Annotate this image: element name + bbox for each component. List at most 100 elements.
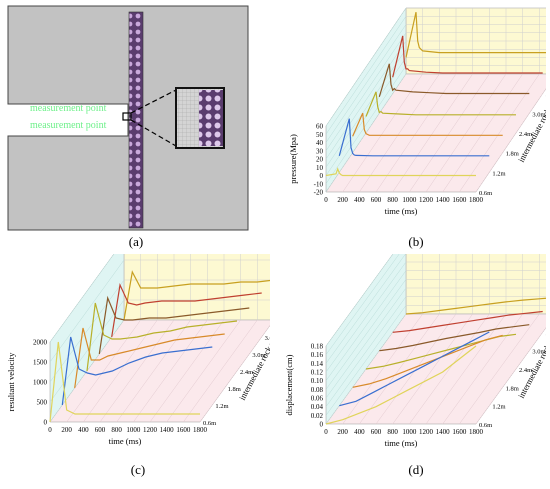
y-tick-label: 0.02 [311, 412, 324, 420]
panel-c-velocity: 0 200 400 600 800 1000 1200 1400 1600 1800 0 500 100… [4, 254, 270, 458]
y-tick-label: 0.08 [311, 386, 324, 394]
caption-d: (d) [408, 462, 424, 477]
series-line-4.2m [405, 297, 546, 315]
z-tick-label: 2.4m [519, 131, 532, 138]
x-tick-label: 1800 [469, 196, 484, 204]
x-tick-label: 1400 [436, 196, 451, 204]
z-tick-label: 3.0m [252, 352, 265, 359]
x-tick-label: 200 [61, 426, 72, 434]
chart-d: 0 200 400 600 800 1000 1200 1400 1600 180000.020.… [284, 254, 546, 448]
x-tick-label: 1400 [160, 426, 175, 434]
grid-line [183, 319, 258, 423]
grid-line [325, 65, 407, 184]
rock-mass [7, 5, 249, 231]
y-axis-title: displacement(cm) [284, 354, 294, 415]
x-tick-label: 1600 [176, 426, 191, 434]
series-line-4.2m [123, 270, 270, 321]
series-line-0.6m [325, 167, 476, 177]
z-tick-label: 0.6m [479, 422, 492, 429]
grid-line [459, 313, 540, 425]
grid-line [359, 73, 440, 193]
measurement-label-1: measurement point [30, 103, 107, 114]
y-tick-label: -10 [314, 180, 324, 188]
x-tick-label: 1800 [193, 426, 208, 434]
z-tick-label: 2.4m [240, 369, 253, 376]
grid-line [49, 259, 125, 363]
x-tick-label: 600 [371, 428, 382, 436]
x-tick-label: 1200 [419, 428, 434, 436]
x-tick-label: 1000 [126, 426, 141, 434]
grid-line [475, 88, 546, 193]
grid-line [392, 313, 473, 425]
series-line-0.6m [325, 345, 477, 425]
grid-line [116, 319, 191, 423]
caption-c: (c) [130, 462, 146, 477]
x-tick-label: 1200 [419, 196, 434, 204]
grid-line [325, 279, 407, 390]
x-tick-label: 800 [387, 428, 398, 436]
x-axis-title: time (ms) [385, 206, 418, 216]
grid-line [325, 287, 407, 399]
grid-line [199, 325, 270, 423]
x-axis-title: time (ms) [109, 436, 142, 446]
measurement-point-marker [122, 112, 132, 121]
y-tick-label: 30 [316, 147, 324, 155]
series-line-1.2m [339, 331, 490, 407]
grid-line [325, 261, 407, 373]
grid-line [149, 319, 225, 423]
panel-b-pressure: 0 200 400 600 800 1000 1200 1400 1600 1800 -20 -10 0… [284, 4, 546, 232]
y-tick-label: 1500 [33, 359, 48, 367]
zoom-inset [175, 87, 225, 149]
panel-d-displacement: 0 200 400 600 800 1000 1200 1400 1600 1800 0 0.02 0.… [284, 254, 546, 458]
x-tick-label: 1600 [452, 196, 467, 204]
y-tick-label: 20 [316, 156, 324, 164]
x-tick-label: 1000 [402, 428, 417, 436]
z-tick-label: 1.8m [506, 151, 519, 158]
y-tick-label: 0 [320, 172, 324, 180]
z-tick-label: 3.0m [532, 349, 545, 356]
x-tick-label: 800 [387, 196, 398, 204]
series-line-3.0m [379, 324, 530, 352]
x-tick-label: 1400 [436, 428, 451, 436]
z-tick-label: 1.8m [506, 385, 519, 392]
y-tick-label: 50 [316, 131, 324, 139]
grid-line [325, 32, 407, 151]
series-line-1.8m [74, 327, 225, 389]
series-line-4.2m [405, 11, 546, 58]
grid-line [325, 254, 406, 364]
y-tick-label: 2000 [33, 339, 48, 347]
x-tick-label: 1000 [402, 196, 417, 204]
y-tick-label: -20 [314, 189, 324, 197]
series-line-2.4m [86, 302, 238, 372]
x-tick-label: 400 [354, 428, 365, 436]
x-tick-label: 0 [48, 426, 52, 434]
x-tick-label: 1600 [452, 428, 467, 436]
series-line-3.0m [378, 63, 530, 97]
x-tick-label: 600 [371, 196, 382, 204]
grid-line [325, 296, 407, 407]
z-tick-label: 2.4m [519, 367, 532, 374]
model-schematic: measurement point measurement point [7, 5, 249, 231]
series-line-1.2m [61, 336, 213, 406]
series-line-1.8m [352, 112, 503, 137]
z-tick-label: 3.0m [532, 111, 545, 118]
x-axis-title: time (ms) [385, 438, 418, 448]
grid-line [359, 313, 440, 425]
grid-line [325, 16, 407, 135]
z-tick-label: 1.8m [228, 386, 241, 393]
x-tick-label: 200 [337, 196, 348, 204]
series-line-3.6m [111, 282, 262, 338]
series-line-1.8m [352, 334, 503, 388]
grid-line [425, 313, 507, 425]
series-line-0.6m [49, 341, 200, 423]
y-tick-label: 0 [44, 419, 48, 427]
grid-line [166, 319, 241, 423]
y-tick-label: 10 [316, 164, 324, 172]
grid-line [49, 279, 125, 383]
y-axis-title: pressure(Mpa) [288, 134, 298, 184]
y-tick-label: 40 [316, 139, 324, 147]
grid-line [99, 319, 175, 423]
x-tick-label: 0 [324, 428, 328, 436]
grid-line [342, 313, 423, 425]
x-tick-label: 1200 [143, 426, 158, 434]
